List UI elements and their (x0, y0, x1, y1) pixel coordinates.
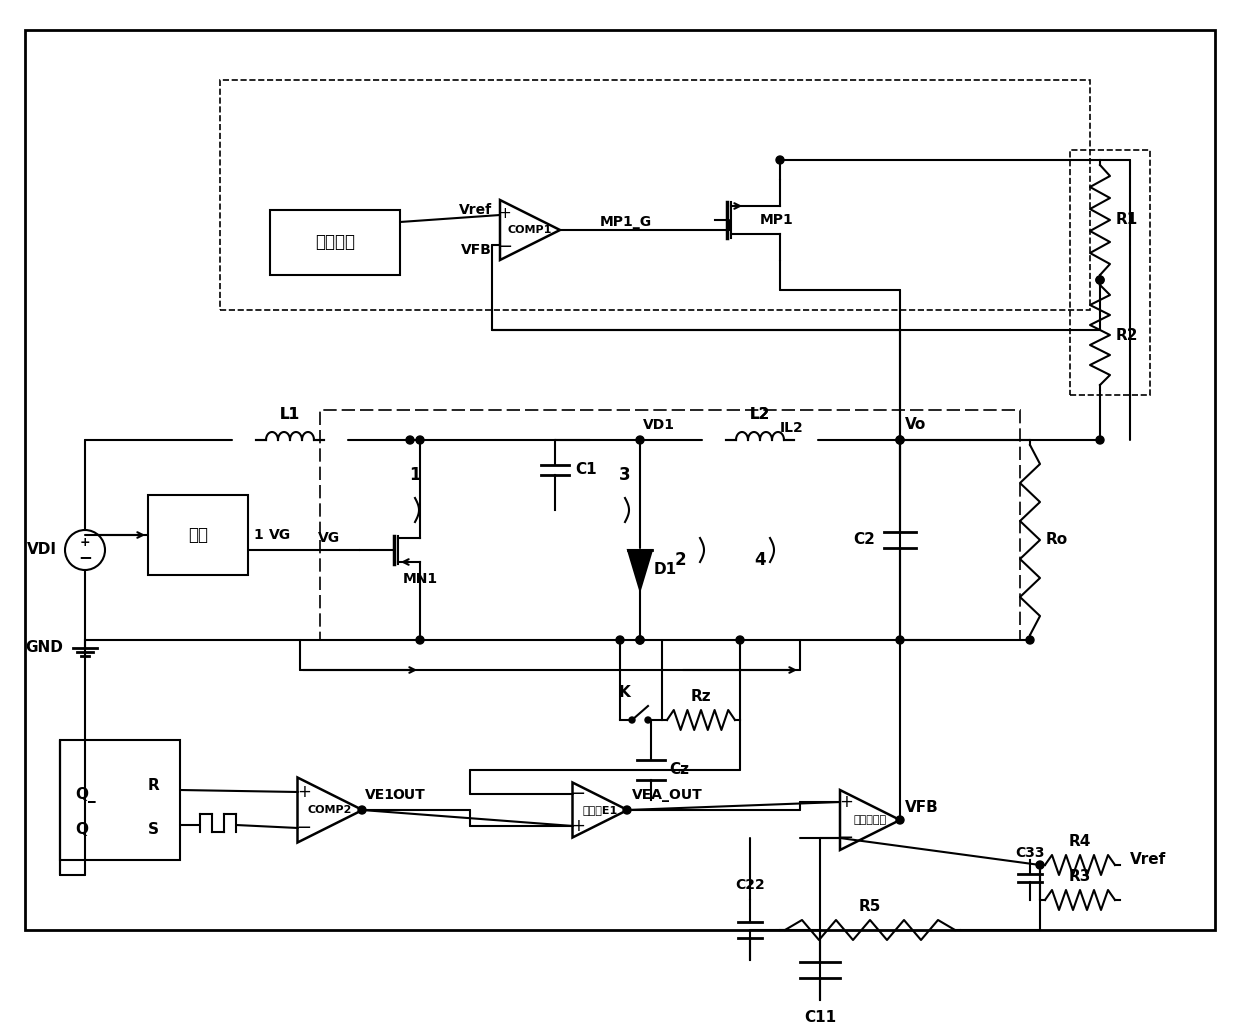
Text: COMP2: COMP2 (308, 805, 352, 815)
Text: C11: C11 (804, 1010, 836, 1025)
Circle shape (1096, 276, 1104, 284)
Text: MP1: MP1 (760, 213, 794, 227)
Circle shape (616, 636, 624, 644)
Text: VE1: VE1 (365, 788, 396, 802)
Text: Vo: Vo (905, 417, 926, 432)
Circle shape (897, 436, 904, 444)
Text: 放大器E1: 放大器E1 (583, 805, 618, 815)
Polygon shape (627, 550, 652, 590)
Text: C1: C1 (575, 462, 596, 478)
Text: 4: 4 (754, 551, 766, 569)
Text: +: + (572, 817, 585, 835)
Text: R4: R4 (1069, 834, 1091, 849)
Circle shape (737, 636, 744, 644)
Text: VDI: VDI (27, 543, 57, 557)
Circle shape (1096, 436, 1104, 444)
Text: VD1: VD1 (644, 418, 675, 432)
Text: C2: C2 (853, 533, 875, 548)
Text: +: + (79, 537, 91, 549)
Text: Cz: Cz (670, 762, 689, 778)
Text: L1: L1 (280, 407, 300, 422)
Text: MN1: MN1 (403, 572, 438, 586)
Text: +: + (839, 793, 853, 811)
Text: +: + (298, 783, 311, 801)
Text: R3: R3 (1069, 869, 1091, 884)
Circle shape (1096, 276, 1104, 284)
Text: K: K (619, 685, 631, 700)
Text: −: − (497, 238, 512, 256)
Circle shape (415, 636, 424, 644)
Text: Q: Q (74, 823, 88, 837)
Text: VFB: VFB (461, 243, 492, 258)
Text: VFB: VFB (905, 800, 939, 815)
Text: Q_: Q_ (74, 787, 95, 803)
Text: 2: 2 (675, 551, 686, 569)
Text: VG: VG (269, 528, 291, 542)
Text: Vref: Vref (459, 203, 492, 217)
Text: 带隙基准: 带隙基准 (315, 234, 355, 251)
Text: Vref: Vref (1130, 853, 1167, 867)
Circle shape (897, 436, 904, 444)
Text: L2: L2 (750, 407, 770, 422)
Text: Rz: Rz (691, 689, 712, 703)
Text: S: S (148, 823, 159, 837)
Circle shape (1025, 636, 1034, 644)
Text: 误差放大器: 误差放大器 (853, 815, 887, 825)
Text: −: − (570, 785, 585, 803)
Circle shape (636, 636, 644, 644)
Text: MP1_G: MP1_G (600, 215, 652, 229)
Text: C33: C33 (1016, 846, 1045, 860)
Text: GND: GND (25, 641, 63, 655)
Text: IL2: IL2 (780, 421, 804, 435)
Text: R5: R5 (859, 899, 882, 914)
Circle shape (897, 636, 904, 644)
Circle shape (622, 806, 631, 814)
Circle shape (629, 717, 635, 723)
Text: 1: 1 (253, 528, 263, 542)
Text: VEA_OUT: VEA_OUT (632, 788, 703, 802)
Text: L1: L1 (280, 407, 300, 422)
Text: L2: L2 (750, 407, 770, 422)
Circle shape (405, 436, 414, 444)
Text: COMP1: COMP1 (508, 225, 552, 235)
Circle shape (897, 816, 904, 824)
Text: Ro: Ro (1047, 533, 1068, 548)
Text: VG: VG (317, 531, 340, 545)
Text: 1: 1 (409, 466, 420, 484)
Circle shape (645, 717, 651, 723)
Text: −: − (296, 819, 311, 837)
Circle shape (636, 436, 644, 444)
Circle shape (415, 436, 424, 444)
Circle shape (1035, 861, 1044, 869)
Text: R: R (148, 778, 160, 792)
Text: +: + (498, 206, 511, 220)
Text: R1: R1 (1116, 212, 1138, 228)
Text: −: − (838, 829, 853, 847)
Text: 驱动: 驱动 (188, 526, 208, 544)
Text: C22: C22 (735, 878, 765, 892)
Text: R2: R2 (1116, 328, 1138, 343)
Circle shape (776, 156, 784, 164)
Text: 3: 3 (619, 466, 631, 484)
Circle shape (636, 636, 644, 644)
Text: OUT: OUT (392, 788, 425, 802)
Text: D1: D1 (653, 562, 677, 578)
Text: −: − (78, 548, 92, 566)
Circle shape (358, 806, 366, 814)
